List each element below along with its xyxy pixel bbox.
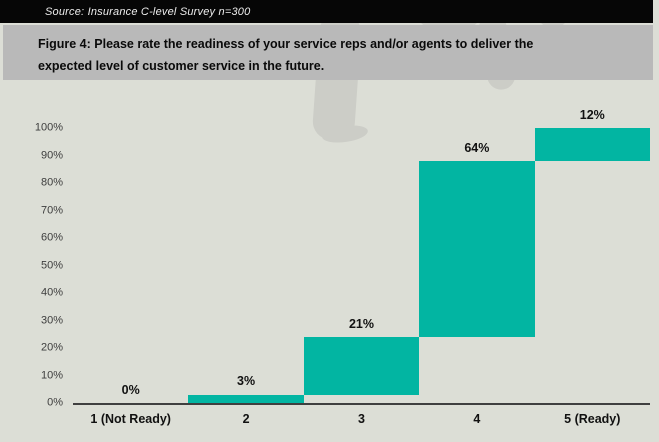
y-tick-label: 100% [34, 121, 63, 134]
x-category-label: 4 [473, 412, 481, 426]
source-bar: Source: Insurance C-level Survey n=300 [0, 0, 653, 23]
x-category-label: 2 [242, 412, 250, 426]
y-tick-label: 30% [40, 314, 63, 326]
y-tick-label: 50% [40, 259, 63, 271]
bar-segment [188, 394, 304, 403]
bar-segment [534, 128, 650, 161]
y-tick-label: 80% [40, 176, 63, 189]
y-tick-label: 10% [40, 369, 63, 381]
bar-value-label: 3% [237, 374, 256, 389]
figure-title-line-2: expected level of customer service in th… [38, 59, 325, 73]
bar-value-label: 21% [348, 316, 374, 331]
bar-segment [419, 161, 535, 337]
bar-value-label: 0% [121, 382, 140, 397]
y-tick-label: 0% [47, 396, 63, 409]
chart-plot-area: 0% 10% 20% 30% 40% 50% 60% 70% 80% 90% 100% 0% 1 (No… [35, 108, 650, 425]
y-tick-label: 70% [40, 204, 63, 216]
source-text: Source: Insurance C-level Survey n=300 [45, 5, 251, 18]
x-category-label: 5 (Ready) [564, 412, 621, 426]
bar-value-label: 12% [579, 107, 605, 122]
figure-title-line-1: Figure 4: Please rate the readiness of y… [38, 37, 534, 51]
y-tick-label: 40% [40, 286, 63, 299]
bar-segment [303, 337, 420, 395]
y-tick-label: 20% [40, 341, 63, 354]
y-tick-label: 60% [40, 231, 63, 244]
x-category-label: 3 [358, 412, 365, 426]
figure-title: Figure 4: Please rate the readiness of y… [3, 25, 653, 77]
bar-value-label: 64% [464, 140, 490, 155]
x-category-label: 1 (Not Ready) [90, 412, 171, 426]
y-tick-label: 90% [40, 149, 63, 161]
figure-title-band: Figure 4: Please rate the readiness of y… [3, 25, 653, 80]
